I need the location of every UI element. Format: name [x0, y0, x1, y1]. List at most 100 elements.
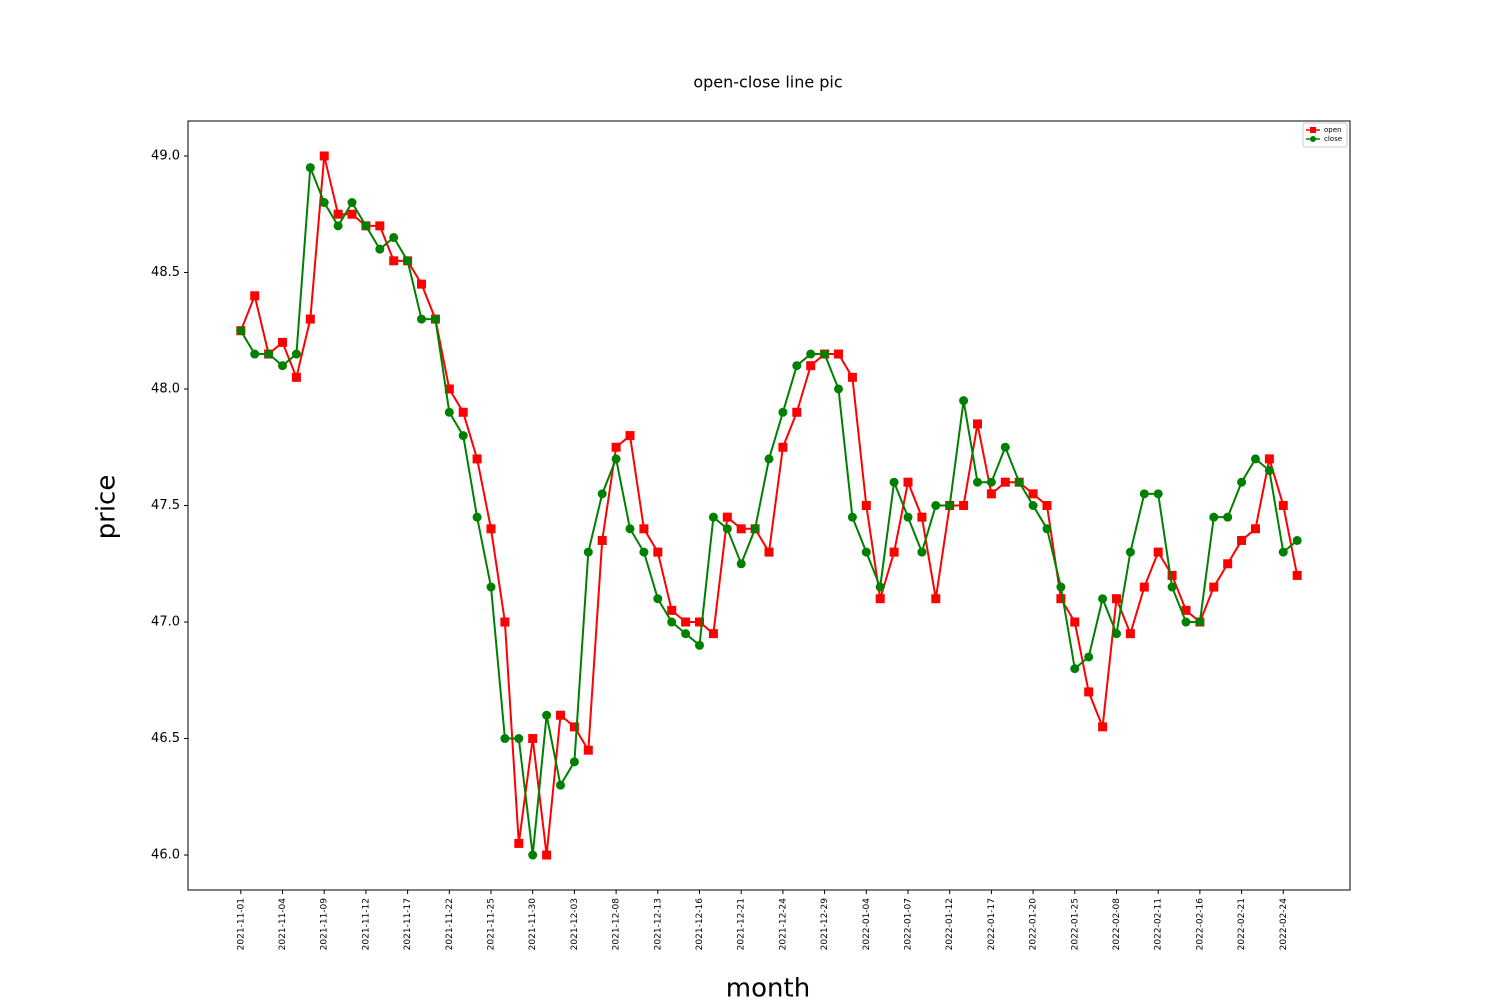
marker — [1042, 501, 1052, 510]
marker — [569, 757, 579, 767]
marker — [639, 547, 649, 557]
marker — [417, 279, 427, 289]
x-tick-label: 2022-02-11 — [1154, 898, 1164, 950]
marker — [875, 594, 885, 604]
marker — [931, 594, 941, 604]
marker — [375, 244, 385, 254]
x-tick-label: 2022-01-12 — [945, 898, 955, 950]
marker — [514, 734, 524, 744]
x-tick-label: 2021-11-09 — [320, 898, 330, 951]
marker — [333, 209, 343, 219]
y-tick-label: 46.5 — [151, 731, 180, 746]
marker — [959, 501, 969, 510]
marker — [1153, 489, 1163, 499]
x-tick-label: 2022-01-17 — [987, 898, 997, 950]
marker — [1056, 582, 1066, 592]
marker — [1111, 629, 1121, 639]
marker — [389, 233, 399, 243]
marker — [291, 372, 301, 382]
marker — [611, 442, 621, 452]
marker — [278, 361, 288, 371]
legend-label: close — [1324, 135, 1342, 143]
marker — [903, 477, 913, 487]
y-tick-label: 49.0 — [151, 148, 180, 163]
marker — [1153, 547, 1163, 557]
marker — [833, 384, 843, 394]
marker — [972, 419, 982, 429]
marker — [1195, 617, 1205, 627]
marker — [236, 326, 246, 336]
marker — [347, 198, 357, 208]
marker — [1237, 535, 1247, 545]
marker — [695, 640, 705, 650]
chart-title: open-close line pic — [693, 73, 842, 92]
marker — [986, 477, 996, 487]
marker — [250, 349, 260, 359]
marker — [333, 221, 343, 231]
x-tick-label: 2021-12-13 — [653, 898, 663, 950]
x-tick-label: 2021-12-03 — [570, 898, 580, 950]
x-tick-label: 2021-11-30 — [528, 898, 538, 951]
marker — [1264, 466, 1274, 476]
marker — [764, 547, 774, 557]
marker — [695, 617, 705, 627]
marker — [847, 372, 857, 382]
marker — [861, 501, 871, 510]
marker — [667, 605, 677, 615]
marker — [931, 501, 941, 510]
x-tick-label: 2021-12-08 — [612, 898, 622, 951]
marker — [708, 629, 718, 639]
marker — [1014, 477, 1024, 487]
marker — [1237, 477, 1247, 487]
x-tick-label: 2021-12-16 — [695, 898, 705, 951]
marker — [736, 524, 746, 534]
marker — [250, 291, 260, 301]
marker — [792, 407, 802, 417]
marker — [750, 524, 760, 534]
marker — [444, 407, 454, 417]
y-tick-label: 46.0 — [151, 848, 180, 863]
marker — [764, 454, 774, 464]
marker — [361, 221, 371, 231]
marker — [1250, 454, 1260, 464]
marker — [903, 512, 913, 522]
x-tick-label: 2021-11-25 — [487, 898, 497, 950]
marker — [917, 512, 927, 522]
marker — [528, 850, 538, 860]
marker — [1278, 501, 1288, 510]
marker — [806, 361, 816, 371]
marker — [820, 349, 830, 359]
y-tick-label: 47.0 — [151, 615, 180, 630]
x-tick-label: 2022-02-21 — [1237, 898, 1247, 950]
marker — [569, 722, 579, 732]
y-axis-label: price — [92, 475, 122, 540]
marker — [264, 349, 274, 359]
marker — [458, 407, 468, 417]
marker — [1167, 570, 1177, 580]
marker — [722, 524, 732, 534]
marker — [347, 209, 357, 219]
marker — [1084, 687, 1094, 697]
marker — [305, 314, 315, 324]
marker — [611, 454, 621, 464]
marker — [1125, 547, 1135, 557]
marker — [500, 734, 510, 744]
marker — [403, 256, 413, 266]
x-tick-label: 2022-01-07 — [903, 898, 913, 950]
x-tick-label: 2022-02-16 — [1195, 898, 1205, 951]
marker — [889, 547, 899, 557]
marker — [1209, 512, 1219, 522]
marker — [1181, 605, 1191, 615]
marker — [444, 384, 454, 394]
x-tick-label: 2022-02-08 — [1112, 898, 1122, 951]
marker — [1111, 594, 1121, 604]
legend-label: open — [1324, 126, 1341, 134]
y-tick-label: 48.5 — [151, 265, 180, 280]
marker — [986, 489, 996, 499]
marker — [583, 745, 593, 755]
marker — [1250, 524, 1260, 534]
marker — [1056, 594, 1066, 604]
marker — [1070, 664, 1080, 674]
